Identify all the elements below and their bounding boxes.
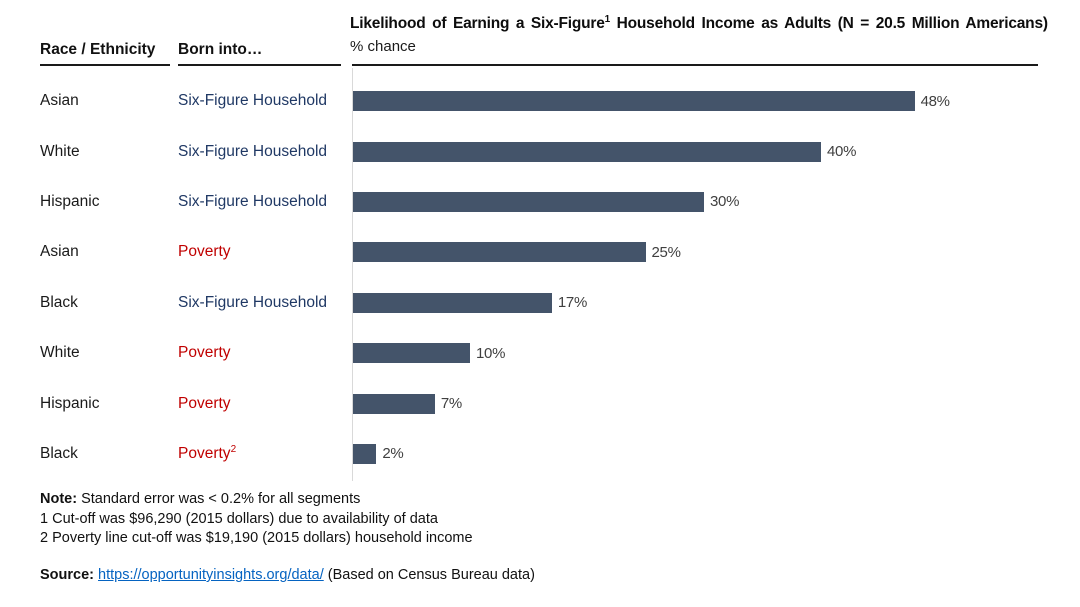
note-label: Note:: [40, 491, 78, 507]
source-link[interactable]: https://opportunityinsights.org/data/: [98, 567, 324, 583]
table-row: Hispanic Poverty 7%: [40, 378, 1040, 428]
bar: [353, 242, 646, 263]
table-row: White Six-Figure Household 40%: [40, 126, 1040, 176]
born-into-label: Poverty: [178, 344, 231, 362]
born-into-label: Poverty2: [178, 444, 237, 463]
column-header-race-ethnicity: Race / Ethnicity: [40, 41, 156, 58]
born-into-column-underline: [178, 64, 341, 66]
chart-subtitle: % chance: [350, 38, 416, 56]
table-row: Asian Poverty 25%: [40, 227, 1040, 277]
title-underline: [352, 64, 1038, 66]
race-column-underline: [40, 64, 170, 66]
chart-title: Likelihood of Earning a Six-Figure1 Hous…: [350, 14, 1048, 33]
bar: [353, 443, 377, 464]
bar-value-label: 10%: [476, 344, 506, 362]
born-into-label: Poverty: [178, 394, 231, 412]
race-label: Hispanic: [40, 394, 100, 412]
table-row: White Poverty 10%: [40, 328, 1040, 378]
table-row: Hispanic Six-Figure Household 30%: [40, 177, 1040, 227]
note-text: Standard error was < 0.2% for all segmen…: [77, 491, 361, 507]
born-into-label: Six-Figure Household: [178, 192, 328, 210]
chart-title-text-suffix: Household Income as Adults (N = 20.5 Mil…: [610, 15, 1048, 33]
source-line: Source: https://opportunityinsights.org/…: [40, 567, 535, 583]
note-line: Note: Standard error was < 0.2% for all …: [40, 490, 473, 510]
race-label: White: [40, 344, 80, 362]
bar-value-label: 2%: [382, 445, 404, 463]
source-suffix: (Based on Census Bureau data): [323, 567, 535, 583]
bar-value-label: 48%: [920, 92, 950, 110]
footnote-1: 1 Cut-off was $96,290 (2015 dollars) due…: [40, 510, 438, 527]
chart-y-axis-line: [352, 68, 353, 481]
bar-value-label: 30%: [710, 193, 740, 211]
table-row: Black Six-Figure Household 17%: [40, 278, 1040, 328]
title-footnote-marker: 1: [604, 14, 611, 25]
bar: [353, 91, 915, 112]
bar: [353, 141, 821, 162]
race-label: Hispanic: [40, 192, 100, 210]
chart-title-text: Likelihood of Earning a Six-Figure: [350, 15, 605, 33]
bar-cell: 2%: [352, 443, 1040, 464]
column-header-born-into: Born into…: [178, 41, 263, 58]
born-into-label: Six-Figure Household: [178, 92, 328, 110]
bar: [353, 393, 435, 414]
race-label: Asian: [40, 92, 79, 110]
born-into-label: Six-Figure Household: [178, 293, 328, 311]
table-row: Black Poverty2 2%: [40, 429, 1040, 479]
chart-title-block: Likelihood of Earning a Six-Figure1 Hous…: [350, 14, 1048, 55]
bar-cell: 7%: [352, 393, 1040, 414]
bar-cell: 17%: [352, 292, 1040, 313]
bar-cell: 25%: [352, 242, 1040, 263]
race-label: Black: [40, 444, 78, 462]
bar-value-label: 40%: [827, 143, 857, 161]
footnote-2: 2 Poverty line cut-off was $19,190 (2015…: [40, 530, 473, 546]
notes-block: Note: Standard error was < 0.2% for all …: [40, 490, 473, 549]
born-into-label: Poverty: [178, 243, 231, 261]
bar: [353, 191, 704, 212]
race-label: Asian: [40, 243, 79, 261]
chart-rows: Asian Six-Figure Household 48% White Six-Fig…: [40, 76, 1040, 480]
bar-cell: 30%: [352, 191, 1040, 212]
bar-value-label: 25%: [651, 243, 681, 261]
race-label: White: [40, 142, 80, 160]
bar-value-label: 17%: [557, 294, 588, 312]
born-into-label: Six-Figure Household: [178, 142, 328, 160]
bar: [353, 343, 470, 364]
bar-cell: 48%: [352, 91, 1040, 112]
bar-cell: 40%: [352, 141, 1040, 162]
table-row: Asian Six-Figure Household 48%: [40, 76, 1040, 126]
race-label: Black: [40, 293, 78, 311]
bar-value-label: 7%: [440, 395, 462, 413]
source-label: Source:: [40, 567, 94, 583]
born-into-footnote-marker: 2: [230, 444, 237, 456]
bar: [353, 292, 552, 313]
bar-cell: 10%: [352, 343, 1040, 364]
